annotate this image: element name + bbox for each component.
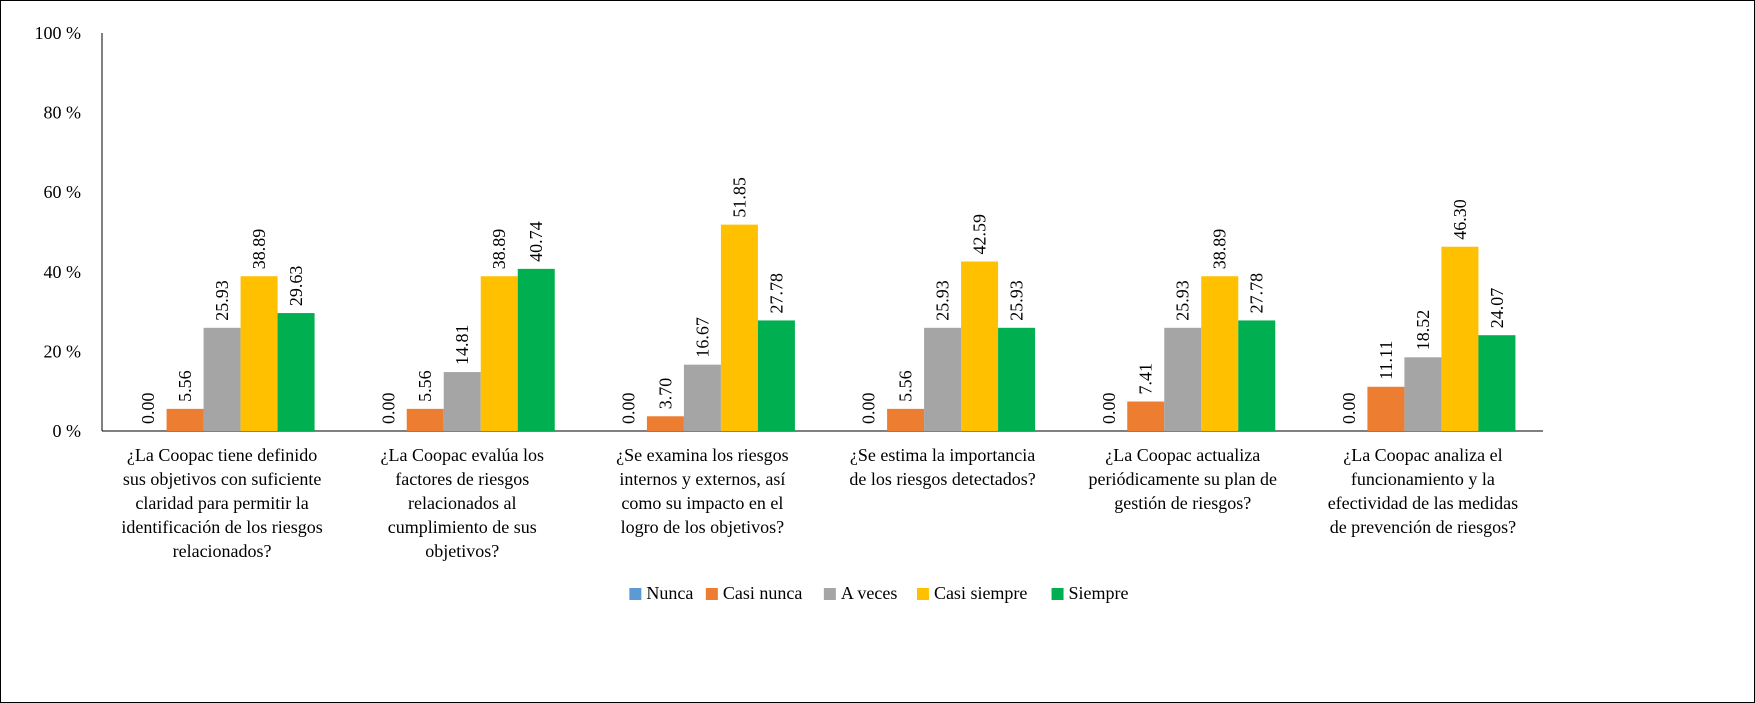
x-category-label: ¿La Coopac actualiza periódicamente su pl… xyxy=(1089,445,1277,513)
bar xyxy=(480,276,518,431)
bar xyxy=(720,224,758,431)
data-label: 0.00 xyxy=(138,393,158,425)
bar xyxy=(517,268,555,431)
y-tick-label: 80 % xyxy=(44,103,82,123)
data-label: 27.78 xyxy=(1247,273,1267,314)
data-label: 24.07 xyxy=(1487,288,1507,329)
x-category-label: ¿Se estima la importancia de los riesgos … xyxy=(849,445,1035,489)
data-label: 38.89 xyxy=(1210,229,1230,270)
legend-swatch xyxy=(823,588,836,600)
data-label: 46.30 xyxy=(1450,199,1470,240)
bar xyxy=(406,408,444,431)
bar xyxy=(443,372,481,431)
x-category-label: ¿La Coopac analiza el funcionamiento y la… xyxy=(1328,445,1518,537)
bar xyxy=(1238,320,1276,431)
data-label: 5.56 xyxy=(415,370,435,402)
legend-label: Siempre xyxy=(1069,583,1129,603)
legend: Nunca Casi nunca A veces Casi siempre Siempr… xyxy=(629,583,1129,603)
data-label: 11.11 xyxy=(1376,341,1396,380)
legend-label: Nunca xyxy=(646,583,693,603)
y-tick-labels: 0 % 20 % 40 % 60 % 80 % 100 % xyxy=(35,23,82,441)
data-label: 29.63 xyxy=(286,266,306,307)
bar xyxy=(203,327,241,431)
x-category-labels: ¿La Coopac tiene definido sus objetivos c… xyxy=(121,445,1518,561)
bar xyxy=(1367,386,1405,431)
bar xyxy=(1164,327,1202,431)
data-label: 0.00 xyxy=(378,393,398,425)
bars xyxy=(166,224,1516,431)
data-label: 5.56 xyxy=(175,370,195,402)
bar xyxy=(240,276,278,431)
bar xyxy=(646,416,684,431)
data-label: 14.81 xyxy=(452,325,472,366)
data-label: 7.41 xyxy=(1136,363,1156,395)
bar xyxy=(924,327,962,431)
data-label: 0.00 xyxy=(1339,393,1359,425)
x-category-label: ¿La Coopac tiene definido sus objetivos c… xyxy=(121,445,322,561)
legend-swatch xyxy=(705,588,718,600)
legend-swatch xyxy=(629,588,642,600)
data-label: 0.00 xyxy=(859,393,879,425)
bar xyxy=(277,313,315,431)
data-label: 16.67 xyxy=(692,317,712,358)
bar xyxy=(1201,276,1239,431)
y-tick-label: 60 % xyxy=(44,182,82,202)
data-label: 38.89 xyxy=(249,229,269,270)
bar xyxy=(887,408,925,431)
data-label: 27.78 xyxy=(766,273,786,314)
bar xyxy=(1441,246,1479,431)
x-category-label: ¿Se examina los riesgos internos y extern… xyxy=(616,445,788,537)
legend-label: Casi siempre xyxy=(934,583,1027,603)
x-category-label: ¿La Coopac evalúa los factores de riesgos… xyxy=(381,445,544,561)
bar xyxy=(1478,335,1516,431)
bar xyxy=(1404,357,1442,431)
bar xyxy=(683,364,721,431)
y-tick-label: 100 % xyxy=(35,23,82,43)
legend-swatch xyxy=(916,588,929,600)
data-label: 0.00 xyxy=(618,393,638,425)
bar xyxy=(166,408,204,431)
y-tick-label: 0 % xyxy=(53,421,82,441)
bar xyxy=(998,327,1036,431)
data-label: 38.89 xyxy=(489,229,509,270)
y-tick-label: 40 % xyxy=(44,262,82,282)
data-label: 25.93 xyxy=(933,280,953,321)
legend-swatch xyxy=(1051,588,1064,600)
data-labels: 0.00 5.56 25.93 38.89 29.63 0.00 5.56 14.81 38.8… xyxy=(138,177,1507,424)
legend-label: Casi nunca xyxy=(723,583,802,603)
data-label: 25.93 xyxy=(1173,280,1193,321)
data-label: 0.00 xyxy=(1099,393,1119,425)
data-label: 3.70 xyxy=(655,378,675,410)
data-label: 51.85 xyxy=(729,177,749,218)
data-label: 42.59 xyxy=(970,214,990,254)
data-label: 25.93 xyxy=(212,280,232,320)
legend-label: A veces xyxy=(841,583,897,603)
bar xyxy=(961,261,999,431)
data-label: 40.74 xyxy=(526,221,546,262)
y-tick-label: 20 % xyxy=(44,341,82,361)
data-label: 18.52 xyxy=(1413,310,1433,351)
bar xyxy=(1127,401,1165,431)
data-label: 25.93 xyxy=(1007,280,1027,320)
bar xyxy=(757,320,795,431)
data-label: 5.56 xyxy=(896,370,916,402)
